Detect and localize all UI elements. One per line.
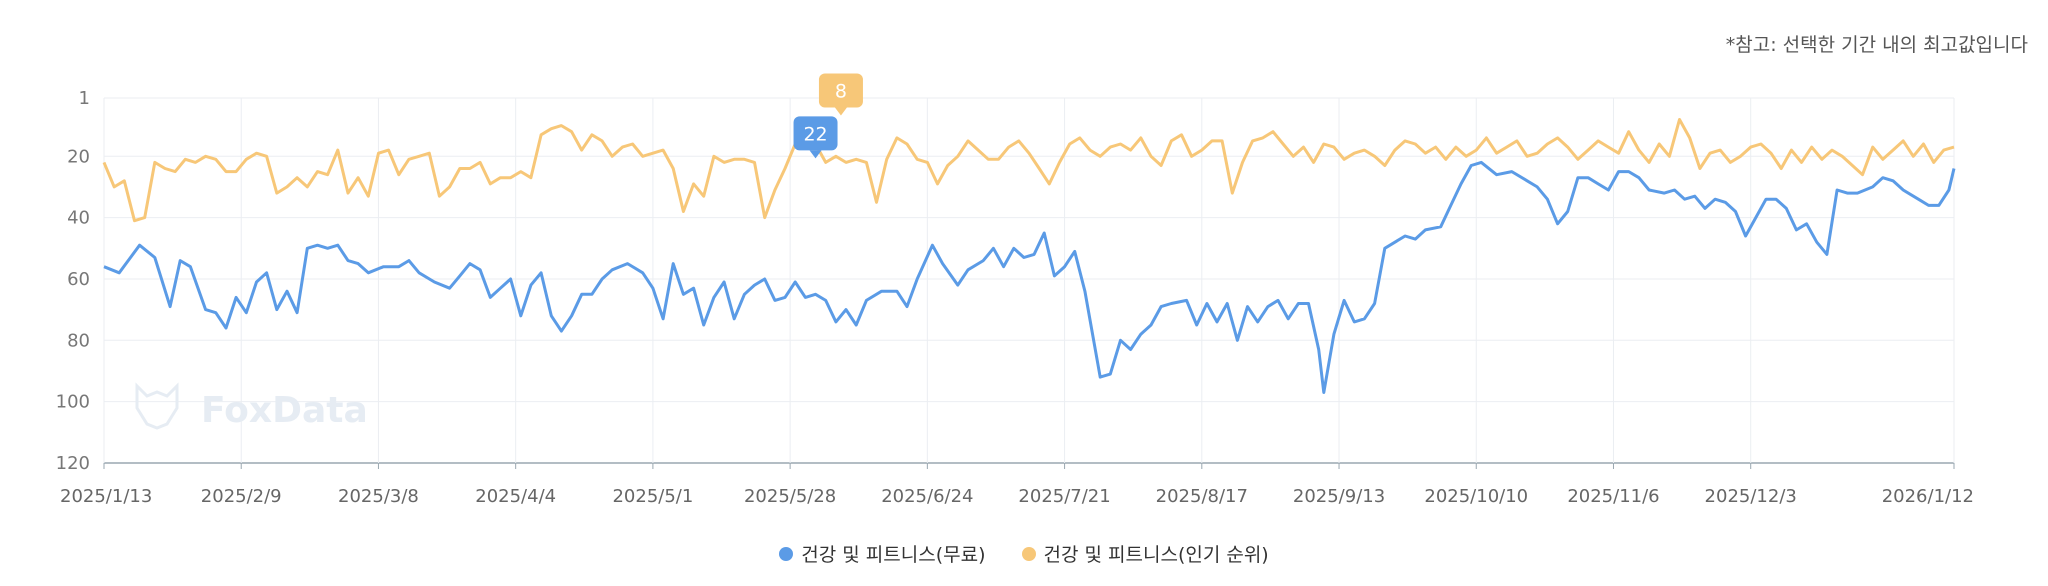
callout-pointer (834, 107, 847, 116)
y-tick-label: 60 (67, 269, 90, 290)
legend-item-top[interactable]: 건강 및 피트니스(인기 순위) (1021, 540, 1269, 567)
callout-pointer (809, 150, 822, 159)
legend-dot-orange (1021, 546, 1036, 561)
x-tick-label: 2025/7/21 (1018, 486, 1110, 507)
x-tick-label: 2025/2/9 (201, 486, 282, 507)
callout-label: 8 (835, 80, 847, 102)
series-line-free (103, 160, 1956, 394)
legend-label-top: 건강 및 피트니스(인기 순위) (1043, 544, 1269, 566)
fox-logo-icon (135, 382, 179, 430)
x-tick-label: 2025/6/24 (881, 486, 973, 507)
series-line-top (102, 118, 1955, 223)
legend-dot-blue (779, 546, 794, 561)
x-tick-label: 2025/3/8 (338, 486, 419, 507)
chart-legend: 건강 및 피트니스(무료) 건강 및 피트니스(인기 순위) (0, 540, 2048, 567)
callout-box (818, 73, 863, 108)
y-tick-label: 40 (67, 208, 90, 229)
x-tick-label: 2025/9/13 (1293, 486, 1385, 507)
y-tick-label: 20 (67, 146, 90, 167)
x-tick-label: 2025/5/28 (744, 486, 836, 507)
y-tick-label: 100 (56, 392, 90, 413)
y-tick-label: 120 (56, 453, 90, 474)
watermark: FoxData (201, 390, 368, 431)
y-tick-label: 80 (67, 330, 90, 351)
x-tick-label: 2025/4/4 (475, 486, 556, 507)
x-tick-label: 2025/5/1 (612, 486, 693, 507)
y-tick-label: 1 (79, 88, 90, 109)
legend-label-free: 건강 및 피트니스(무료) (801, 544, 986, 566)
x-tick-label: 2025/8/17 (1156, 486, 1248, 507)
callout-box (793, 116, 838, 151)
chart-note: *참고: 선택한 기간 내의 최고값입니다 (1725, 34, 2028, 56)
x-tick-label: 2025/10/10 (1424, 486, 1528, 507)
x-tick-label: 2025/11/6 (1567, 486, 1659, 507)
legend-item-free[interactable]: 건강 및 피트니스(무료) (779, 540, 986, 567)
x-tick-label: 2026/1/12 (1882, 486, 1974, 507)
x-tick-label: 2025/1/13 (60, 486, 152, 507)
x-tick-label: 2025/12/3 (1705, 486, 1797, 507)
callout-label: 22 (803, 123, 827, 145)
